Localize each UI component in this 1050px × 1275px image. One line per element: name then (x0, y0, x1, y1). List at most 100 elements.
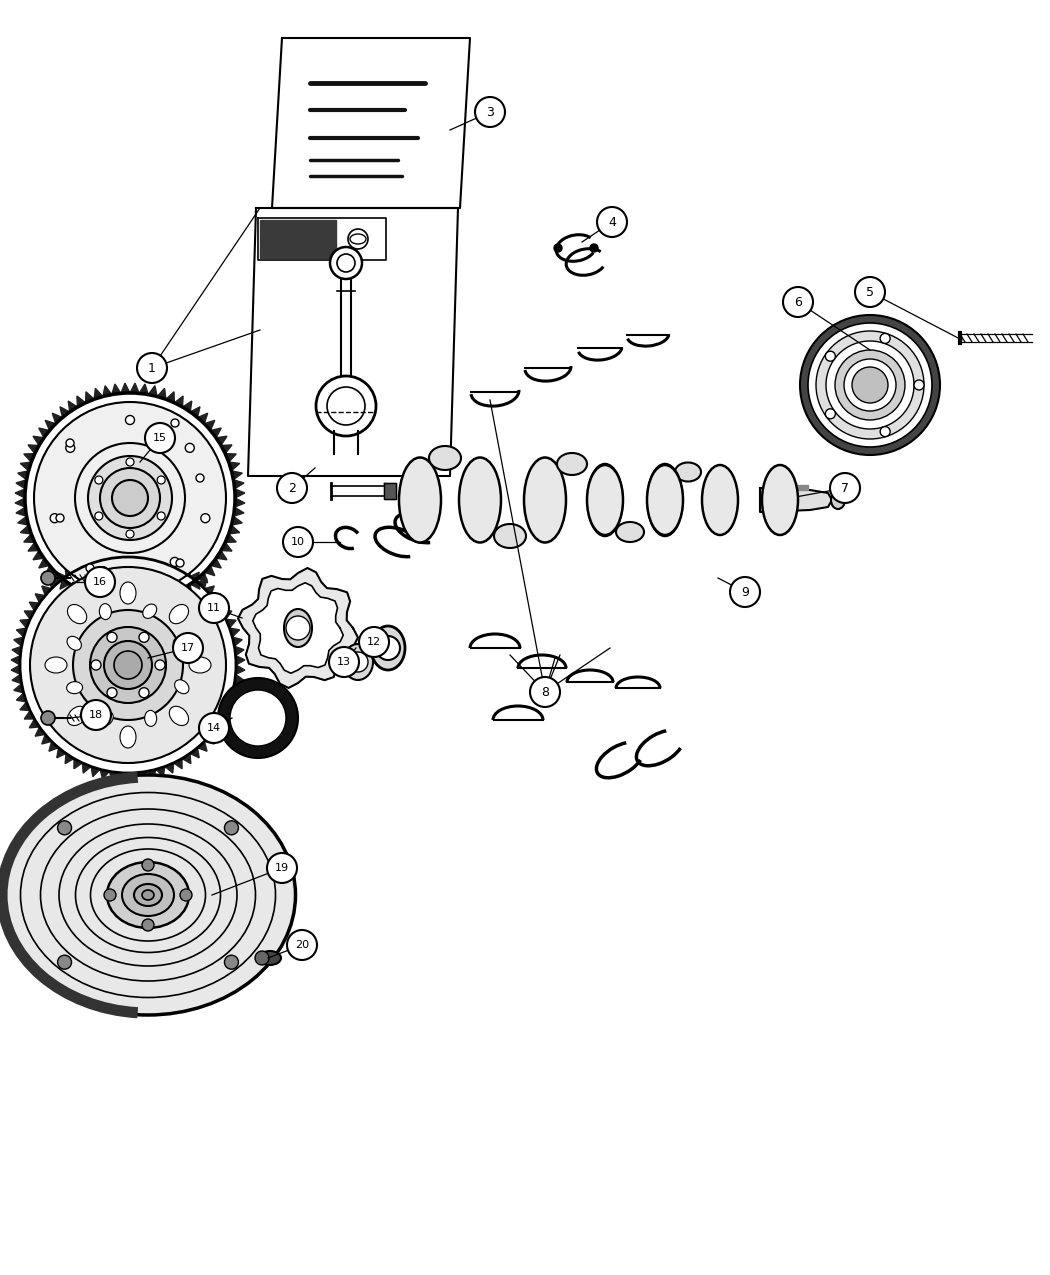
Ellipse shape (100, 603, 111, 620)
Ellipse shape (169, 706, 189, 725)
Polygon shape (24, 611, 35, 620)
Circle shape (86, 564, 94, 572)
Circle shape (90, 627, 166, 703)
Circle shape (277, 473, 307, 504)
Text: 3: 3 (486, 106, 494, 119)
Polygon shape (17, 629, 26, 638)
Polygon shape (65, 754, 74, 764)
Circle shape (914, 380, 924, 390)
Text: 15: 15 (153, 434, 167, 442)
Ellipse shape (831, 491, 845, 509)
Polygon shape (235, 666, 245, 674)
Polygon shape (103, 386, 111, 397)
Polygon shape (82, 557, 91, 567)
Circle shape (844, 360, 896, 411)
Polygon shape (49, 579, 59, 589)
Polygon shape (16, 507, 26, 516)
Text: 8: 8 (541, 686, 549, 699)
Polygon shape (183, 402, 192, 412)
Circle shape (158, 476, 165, 484)
Polygon shape (94, 597, 103, 608)
Polygon shape (24, 534, 35, 542)
Ellipse shape (67, 636, 82, 650)
Ellipse shape (647, 465, 682, 536)
Text: 1: 1 (148, 362, 156, 375)
Polygon shape (232, 638, 243, 646)
Ellipse shape (120, 725, 136, 748)
Polygon shape (183, 584, 192, 595)
Polygon shape (190, 407, 200, 418)
Polygon shape (24, 710, 35, 719)
Polygon shape (140, 602, 148, 612)
Polygon shape (60, 579, 69, 589)
Ellipse shape (120, 581, 136, 604)
Circle shape (142, 859, 154, 871)
Ellipse shape (556, 453, 587, 476)
Polygon shape (14, 683, 24, 692)
Circle shape (107, 632, 117, 643)
Polygon shape (190, 572, 200, 583)
Polygon shape (158, 597, 166, 608)
Ellipse shape (107, 862, 189, 928)
Circle shape (225, 955, 238, 969)
Circle shape (104, 889, 116, 901)
Polygon shape (39, 558, 49, 567)
Polygon shape (39, 428, 49, 437)
Ellipse shape (494, 524, 526, 548)
Polygon shape (166, 593, 174, 604)
Polygon shape (211, 727, 220, 736)
Polygon shape (111, 384, 121, 394)
Circle shape (554, 244, 562, 252)
Polygon shape (272, 38, 470, 208)
Polygon shape (82, 762, 91, 773)
Polygon shape (33, 436, 44, 445)
Ellipse shape (0, 775, 295, 1015)
Ellipse shape (284, 609, 312, 646)
Circle shape (287, 929, 317, 960)
Polygon shape (57, 747, 66, 757)
Polygon shape (226, 620, 236, 629)
Polygon shape (20, 703, 30, 710)
Polygon shape (94, 389, 103, 399)
Circle shape (825, 351, 836, 361)
Polygon shape (182, 566, 191, 576)
Polygon shape (225, 454, 236, 462)
Circle shape (91, 660, 101, 669)
Circle shape (852, 367, 888, 403)
Polygon shape (205, 421, 215, 431)
Circle shape (475, 97, 505, 128)
Circle shape (173, 632, 203, 663)
Ellipse shape (66, 682, 83, 694)
Circle shape (855, 277, 885, 307)
Polygon shape (788, 484, 808, 490)
Polygon shape (36, 727, 45, 736)
Polygon shape (234, 646, 244, 655)
Polygon shape (15, 499, 25, 507)
Circle shape (800, 315, 940, 455)
Polygon shape (205, 586, 214, 595)
Circle shape (200, 593, 229, 623)
Polygon shape (17, 692, 26, 703)
Text: 12: 12 (366, 638, 381, 646)
Ellipse shape (189, 657, 211, 673)
Ellipse shape (459, 458, 501, 542)
Polygon shape (12, 674, 22, 683)
Polygon shape (220, 445, 232, 454)
Polygon shape (91, 553, 100, 564)
Circle shape (88, 456, 172, 541)
Polygon shape (36, 594, 45, 603)
Polygon shape (205, 566, 215, 576)
Circle shape (56, 514, 64, 521)
Ellipse shape (588, 464, 623, 536)
Circle shape (330, 247, 362, 279)
Polygon shape (197, 572, 208, 583)
Circle shape (142, 919, 154, 931)
Ellipse shape (173, 636, 189, 649)
Polygon shape (138, 550, 147, 558)
Circle shape (286, 616, 310, 640)
Ellipse shape (616, 521, 644, 542)
Polygon shape (238, 569, 358, 688)
Polygon shape (86, 593, 94, 604)
Polygon shape (216, 719, 227, 728)
Polygon shape (100, 551, 109, 561)
